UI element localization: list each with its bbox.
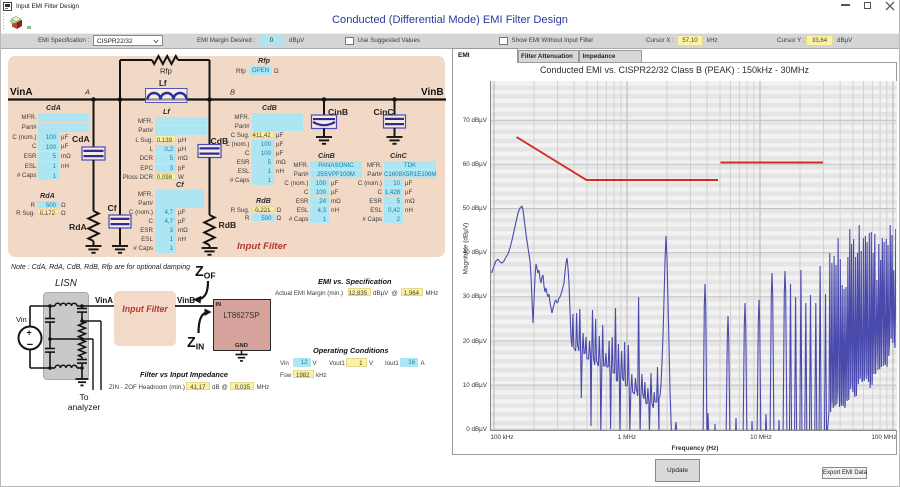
svg-text:Lf: Lf: [159, 79, 167, 88]
svg-text:A: A: [84, 88, 90, 97]
svg-text:B: B: [230, 88, 235, 97]
svg-text:−: −: [27, 339, 33, 351]
svg-text:VinB: VinB: [421, 87, 444, 98]
svg-text:VinA: VinA: [10, 87, 33, 98]
svg-text:Rfp: Rfp: [160, 67, 172, 76]
svg-text:+: +: [27, 328, 32, 338]
